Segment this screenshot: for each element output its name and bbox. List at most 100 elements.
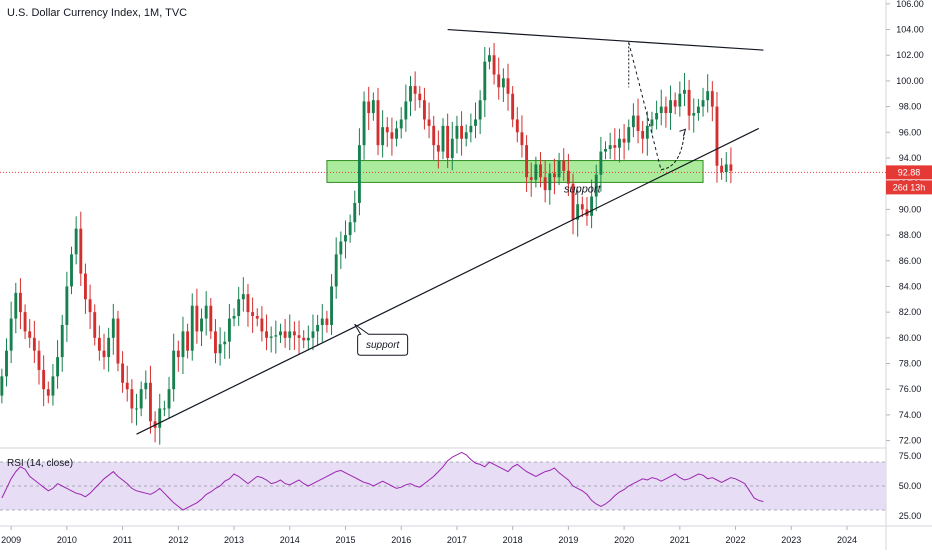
candle-body — [687, 89, 691, 116]
candle-body — [385, 127, 389, 133]
candle-body — [116, 318, 120, 364]
candle-body — [18, 292, 22, 313]
candle-body — [0, 376, 4, 396]
candle-body — [371, 100, 375, 114]
support-trendline — [136, 127, 760, 435]
candle-body — [483, 61, 487, 101]
candle-body — [218, 344, 222, 354]
countdown-badge-label: 26d 13h — [893, 182, 926, 192]
candle-body — [446, 125, 450, 158]
candle-body — [622, 138, 626, 143]
candle-body — [511, 93, 515, 120]
y-tick-label: 106.00 — [896, 0, 924, 9]
candle-body — [566, 170, 570, 184]
candle-body — [279, 331, 282, 336]
candle-body — [353, 202, 357, 223]
x-tick-label: 2022 — [726, 535, 746, 545]
candle-body — [571, 183, 575, 220]
candle-body — [455, 125, 459, 139]
x-tick-label: 2017 — [447, 535, 467, 545]
projection-dashed-line — [628, 42, 662, 171]
candle-body — [441, 125, 445, 152]
candle-body — [492, 55, 496, 75]
candle-body — [650, 119, 654, 126]
candle-body — [710, 91, 714, 107]
candle-body — [181, 331, 185, 358]
candle-body — [344, 235, 347, 242]
candle-body — [339, 241, 343, 255]
support-zone — [326, 160, 704, 183]
candle-body — [506, 78, 510, 94]
price-badge-label: 92.88 — [898, 167, 921, 177]
candle-body — [580, 204, 584, 210]
y-tick-label: 96.00 — [899, 127, 922, 137]
y-tick-label: 78.00 — [899, 359, 922, 369]
candle-body — [608, 145, 612, 149]
support-callout-box — [354, 323, 409, 356]
x-tick-label: 2010 — [57, 535, 77, 545]
candle-body — [618, 138, 621, 148]
candle-body — [399, 119, 403, 129]
candle-body — [144, 382, 148, 390]
candle-body — [381, 127, 385, 146]
candle-body — [195, 305, 199, 332]
candle-body — [93, 312, 97, 338]
x-tick-label: 2011 — [113, 535, 132, 545]
candle-body — [655, 113, 659, 120]
candle-body — [283, 331, 287, 338]
candle-body — [60, 324, 64, 358]
rsi-line — [1, 451, 764, 511]
candle-body — [357, 145, 361, 203]
candle-body — [450, 138, 454, 158]
x-tick-label: 2015 — [335, 535, 355, 545]
candle-body — [28, 331, 32, 338]
candle-body — [692, 113, 696, 116]
candle-body — [320, 318, 324, 325]
candle-body — [42, 369, 46, 390]
candle-body — [227, 318, 231, 342]
candle-body — [135, 408, 138, 410]
candle-body — [232, 315, 236, 319]
candle-body — [302, 337, 306, 341]
candle-body — [627, 127, 631, 143]
x-tick-label: 2019 — [558, 535, 578, 545]
candle-body — [474, 119, 477, 126]
candle-body — [125, 382, 129, 390]
candle-body — [367, 101, 371, 114]
chart-title: U.S. Dollar Currency Index, 1M, TVC — [7, 7, 188, 19]
candle-body — [14, 292, 18, 319]
y-tick-label: 84.00 — [899, 281, 922, 291]
candle-body — [427, 119, 431, 126]
candle-body — [576, 204, 580, 220]
candle-body — [176, 350, 180, 358]
candle-body — [5, 350, 8, 377]
candle-body — [311, 331, 315, 338]
candle-body — [334, 254, 338, 287]
candle-body — [534, 164, 538, 180]
candle-body — [292, 331, 296, 336]
price-badge-box — [886, 165, 932, 180]
y-tick-label: 104.00 — [896, 25, 924, 35]
y-tick-label: 82.00 — [899, 307, 922, 317]
candle-body — [520, 132, 524, 146]
candle-body — [74, 228, 78, 255]
y-tick-label: 76.00 — [899, 384, 922, 394]
candle-body — [525, 145, 529, 178]
candle-body — [330, 286, 333, 325]
candle-body — [246, 294, 250, 313]
candle-body — [422, 100, 426, 120]
x-tick-label: 2014 — [280, 535, 300, 545]
candle-body — [669, 100, 672, 114]
candle-body — [269, 336, 273, 338]
candle-body — [172, 350, 176, 390]
candle-body — [515, 119, 519, 133]
candle-body — [297, 335, 301, 338]
candle-body — [678, 93, 682, 107]
candle-body — [529, 177, 533, 180]
candle-body — [325, 318, 329, 325]
candle-body — [79, 228, 83, 274]
candle-body — [65, 286, 69, 325]
candle-body — [190, 305, 194, 351]
candle-body — [37, 350, 41, 370]
